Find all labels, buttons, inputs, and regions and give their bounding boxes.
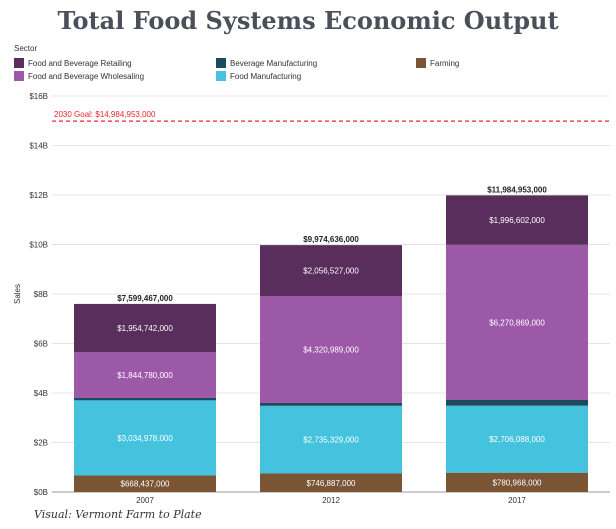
y-axis-label: Sales xyxy=(13,284,22,304)
y-tick-label: $2B xyxy=(34,439,48,448)
x-tick-label: 2007 xyxy=(136,496,154,505)
bar-value-label: $1,996,602,000 xyxy=(489,216,545,225)
bar-segment xyxy=(446,244,588,400)
legend-swatch xyxy=(416,58,426,68)
bar-value-label: $2,706,088,000 xyxy=(489,435,545,444)
bar-segment xyxy=(260,405,402,474)
source-credit: Visual: Vermont Farm to Plate xyxy=(34,508,202,521)
legend-label: Food and Beverage Wholesaling xyxy=(28,71,145,81)
bar-total-label: $11,984,953,000 xyxy=(487,185,547,194)
legend-title: Sector xyxy=(14,44,38,53)
y-tick-label: $16B xyxy=(29,92,48,101)
bar-segment xyxy=(74,475,216,492)
legend-swatch xyxy=(216,71,226,81)
bar-total-label: $9,974,636,000 xyxy=(303,235,359,244)
legend-item-farming[interactable]: Farming xyxy=(416,58,459,68)
legend-item-beverage-manufacturing[interactable]: Beverage Manufacturing xyxy=(216,58,317,68)
legend-swatch xyxy=(216,58,226,68)
y-tick-label: $8B xyxy=(34,290,48,299)
legend-swatch xyxy=(14,58,24,68)
bar-segment xyxy=(260,245,402,297)
bar-value-label: $6,270,869,000 xyxy=(489,318,545,327)
x-tick-label: 2012 xyxy=(322,496,340,505)
bar-value-label: $1,954,742,000 xyxy=(117,324,173,333)
bar-value-label: $4,320,989,000 xyxy=(303,345,359,354)
legend-item-wholesaling[interactable]: Food and Beverage Wholesaling xyxy=(14,71,144,81)
legend-label: Beverage Manufacturing xyxy=(230,58,318,68)
chart-title: Total Food Systems Economic Output xyxy=(57,6,559,35)
y-tick-label: $12B xyxy=(29,191,48,200)
y-tick-label: $6B xyxy=(34,340,48,349)
bar-segment xyxy=(446,472,588,492)
bar-segment xyxy=(446,195,588,245)
y-tick-label: $0B xyxy=(34,488,48,497)
bar-total-label: $7,599,467,000 xyxy=(117,294,173,303)
y-tick-label: $14B xyxy=(29,142,48,151)
y-tick-label: $4B xyxy=(34,389,48,398)
legend-swatch xyxy=(14,71,24,81)
bar-segment xyxy=(446,405,588,473)
bar-segment xyxy=(260,473,402,492)
legend-label: Food Manufacturing xyxy=(230,71,302,81)
bar-value-label: $2,735,329,000 xyxy=(303,436,359,445)
bar-value-label: $780,968,000 xyxy=(493,478,542,487)
bar-value-label: $3,034,978,000 xyxy=(117,434,173,443)
bar-value-label: $746,887,000 xyxy=(307,479,356,488)
x-tick-label: 2017 xyxy=(508,496,526,505)
legend-item-food-manufacturing[interactable]: Food Manufacturing xyxy=(216,71,301,81)
bar-segment xyxy=(446,399,588,406)
bar-segment xyxy=(74,397,216,401)
legend-label: Food and Beverage Retailing xyxy=(28,58,132,68)
legend-item-retailing[interactable]: Food and Beverage Retailing xyxy=(14,58,132,68)
bar-segment xyxy=(260,402,402,406)
bar-value-label: $1,844,780,000 xyxy=(117,371,173,380)
legend-label: Farming xyxy=(430,58,460,68)
y-tick-label: $10B xyxy=(29,241,48,250)
bar-segment xyxy=(260,296,402,403)
bar-value-label: $2,056,527,000 xyxy=(303,267,359,276)
bar-value-label: $668,437,000 xyxy=(121,480,170,489)
bar-segment xyxy=(74,400,216,476)
bar-segment xyxy=(74,303,216,353)
goal-reference-label: 2030 Goal: $14,984,953,000 xyxy=(54,110,156,119)
bar-segment xyxy=(74,352,216,398)
